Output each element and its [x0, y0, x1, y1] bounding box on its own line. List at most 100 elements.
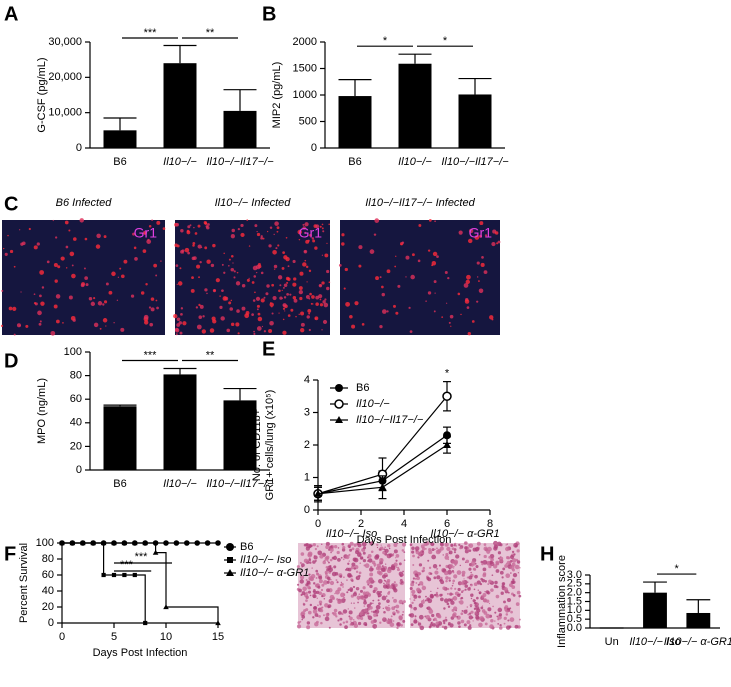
cell — [25, 324, 29, 328]
cell — [146, 239, 152, 244]
marker — [111, 540, 117, 546]
cell — [393, 588, 398, 593]
cell — [303, 558, 309, 564]
cell — [517, 572, 519, 574]
cell — [282, 307, 286, 310]
cell — [351, 547, 355, 551]
cell — [219, 305, 223, 310]
cell — [73, 237, 77, 241]
cell — [260, 235, 263, 238]
cell — [65, 245, 69, 249]
y-axis-label: MPO (ng/mL) — [36, 378, 48, 444]
cell — [345, 554, 350, 560]
cell — [306, 315, 310, 319]
cell — [463, 283, 469, 288]
cell — [302, 223, 305, 226]
cell — [393, 562, 398, 567]
cell — [358, 264, 362, 268]
cell — [447, 598, 452, 602]
cell — [306, 281, 308, 283]
cell — [308, 586, 312, 590]
cell — [301, 591, 306, 596]
cell — [328, 281, 331, 284]
cell — [450, 587, 453, 590]
cell — [199, 260, 202, 264]
cell — [308, 576, 314, 581]
cell — [435, 594, 439, 598]
cell — [241, 306, 246, 311]
cell — [120, 327, 125, 332]
cell — [417, 591, 419, 594]
y-tick-label: 1.5 — [567, 595, 582, 607]
cell — [340, 556, 343, 559]
cell — [433, 310, 436, 313]
cell — [505, 544, 507, 546]
x-tick-label: 6 — [444, 518, 450, 530]
cell — [271, 312, 274, 315]
cell — [494, 611, 497, 614]
cell — [226, 328, 231, 333]
cell — [438, 615, 442, 619]
x-tick-label: 15 — [212, 631, 224, 643]
cell — [282, 318, 285, 321]
cell — [364, 623, 368, 627]
cell — [327, 604, 332, 608]
cell — [468, 567, 472, 571]
significance-label: *** — [144, 349, 158, 361]
cell — [312, 543, 316, 547]
cell — [12, 306, 17, 311]
cell — [484, 591, 486, 593]
cell — [102, 303, 105, 306]
cell — [443, 598, 449, 603]
cell — [385, 563, 387, 565]
cell — [64, 220, 69, 225]
marker — [69, 540, 76, 546]
cell — [387, 555, 390, 558]
cell — [187, 225, 191, 229]
cell — [307, 309, 312, 313]
cell — [285, 236, 288, 239]
cell — [361, 541, 367, 547]
cell — [335, 615, 338, 618]
cell — [382, 607, 384, 610]
cell — [308, 573, 311, 576]
cell — [480, 606, 484, 610]
cell — [265, 292, 269, 296]
y-tick-label: 0 — [48, 617, 54, 629]
cell — [325, 555, 330, 560]
y-tick-label: 60 — [70, 393, 82, 405]
cell — [256, 304, 260, 308]
cell — [496, 242, 499, 245]
cell — [299, 271, 304, 276]
cell — [337, 587, 342, 592]
cell — [345, 567, 350, 572]
cell — [1, 289, 4, 292]
y-tick-label: 0.0 — [567, 622, 582, 634]
cell — [317, 604, 319, 607]
cell — [297, 229, 302, 235]
cell — [505, 573, 511, 579]
cell — [187, 251, 190, 255]
cell — [475, 564, 479, 569]
cell — [233, 276, 236, 279]
cell — [463, 609, 468, 614]
y-tick-label: 20 — [70, 440, 82, 452]
cell — [328, 223, 330, 226]
cell — [485, 599, 490, 603]
cell — [236, 271, 239, 274]
y-tick-label: 0 — [76, 464, 82, 476]
cell — [314, 547, 318, 551]
cell — [316, 545, 319, 548]
cell — [359, 611, 364, 616]
cell — [381, 309, 387, 314]
cell — [349, 548, 353, 552]
cell — [395, 255, 397, 257]
cell — [425, 300, 427, 302]
cell — [333, 565, 337, 569]
y-tick-label: 0 — [311, 142, 317, 154]
cell — [452, 571, 455, 574]
cell — [273, 233, 275, 236]
cell — [312, 560, 316, 564]
cell — [343, 576, 345, 579]
cell — [123, 259, 128, 264]
